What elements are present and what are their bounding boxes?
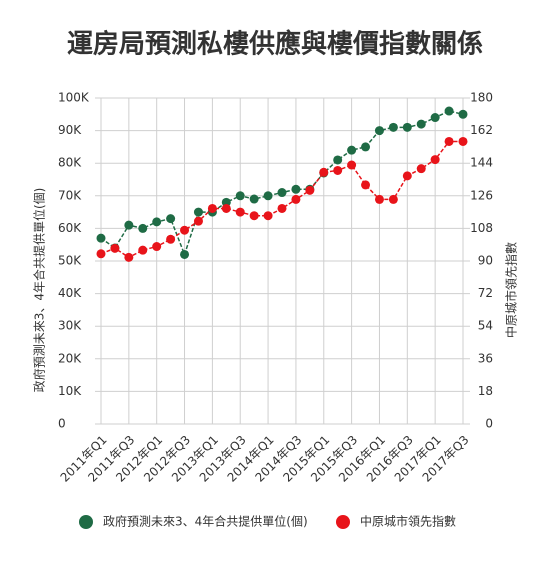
legend-label: 中原城市領先指數 — [360, 514, 456, 529]
data-point — [166, 234, 176, 244]
data-point — [138, 245, 148, 255]
data-point — [347, 145, 357, 155]
data-point — [291, 194, 301, 204]
y-tick-label: 100K — [58, 91, 90, 105]
data-point — [152, 242, 162, 252]
data-point — [374, 194, 384, 204]
data-point — [458, 136, 468, 146]
data-point — [430, 113, 440, 123]
data-point — [444, 136, 454, 146]
data-point — [430, 155, 440, 165]
data-point — [333, 155, 343, 165]
data-point — [402, 171, 412, 181]
legend-marker — [336, 515, 350, 529]
legend-label: 政府預測未來3、4年合共提供單位(個) — [103, 514, 308, 529]
data-point — [416, 164, 426, 174]
data-point — [277, 188, 287, 198]
data-point — [96, 249, 106, 259]
y-tick-label: 70K — [58, 188, 82, 202]
data-point — [291, 184, 301, 194]
data-point — [138, 223, 148, 233]
data-point — [444, 106, 454, 116]
y2-tick-label: 108 — [470, 221, 493, 235]
data-point — [263, 191, 273, 201]
y-tick-label: 30K — [58, 319, 82, 333]
data-point — [235, 191, 245, 201]
y-tick-label: 20K — [58, 351, 82, 365]
data-point — [458, 109, 468, 119]
data-point — [124, 252, 134, 262]
y-axis-title: 政府預測未來3、4年合共提供單位(個) — [32, 188, 47, 393]
y2-tick-label: 0 — [485, 417, 493, 431]
data-point — [361, 142, 371, 152]
y2-tick-label: 90 — [478, 254, 493, 268]
data-point — [193, 207, 203, 217]
y2-tick-label: 18 — [478, 384, 493, 398]
series-line — [100, 140, 463, 259]
y2-tick-label: 36 — [478, 351, 493, 365]
data-point — [305, 185, 315, 195]
data-point — [96, 233, 106, 243]
y2-tick-label: 180 — [470, 91, 493, 105]
data-point — [263, 211, 273, 221]
y-tick-label: 0 — [58, 417, 66, 431]
y2-tick-label: 54 — [478, 319, 493, 333]
data-point — [388, 122, 398, 132]
data-point — [388, 194, 398, 204]
y2-tick-label: 126 — [470, 188, 493, 202]
data-point — [166, 214, 176, 224]
y2-tick-label: 162 — [470, 123, 493, 137]
y-tick-label: 40K — [58, 286, 82, 300]
data-point — [207, 203, 217, 213]
data-point — [361, 180, 371, 190]
data-point — [402, 122, 412, 132]
y-tick-label: 10K — [58, 384, 82, 398]
data-point — [152, 217, 162, 227]
data-point — [416, 119, 426, 129]
series-line — [100, 110, 464, 257]
y-tick-label: 90K — [58, 123, 82, 137]
data-point — [110, 243, 120, 253]
data-point — [333, 165, 343, 175]
chart-title: 運房局預測私樓供應與樓價指數關係 — [67, 29, 483, 60]
data-point — [124, 220, 134, 230]
data-point — [180, 225, 190, 235]
data-point — [374, 126, 384, 136]
y2-tick-label: 72 — [478, 286, 493, 300]
legend-marker — [79, 515, 93, 529]
y2-tick-label: 144 — [470, 156, 493, 170]
data-point — [193, 216, 203, 226]
data-point — [249, 211, 259, 221]
data-point — [319, 167, 329, 177]
data-point — [277, 203, 287, 213]
y-tick-label: 60K — [58, 221, 82, 235]
data-point — [235, 207, 245, 217]
y-tick-label: 50K — [58, 254, 82, 268]
data-point — [221, 203, 231, 213]
data-point — [249, 194, 259, 204]
y2-axis-title: 中原城市領先指數 — [504, 242, 519, 338]
data-point — [180, 249, 190, 259]
y-tick-label: 80K — [58, 156, 82, 170]
data-point — [347, 160, 357, 170]
data-point — [221, 197, 231, 207]
